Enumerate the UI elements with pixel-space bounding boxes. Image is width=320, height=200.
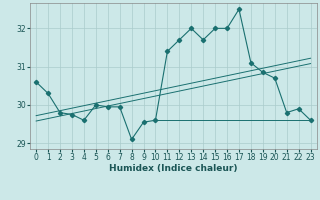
X-axis label: Humidex (Indice chaleur): Humidex (Indice chaleur) [109,164,238,173]
